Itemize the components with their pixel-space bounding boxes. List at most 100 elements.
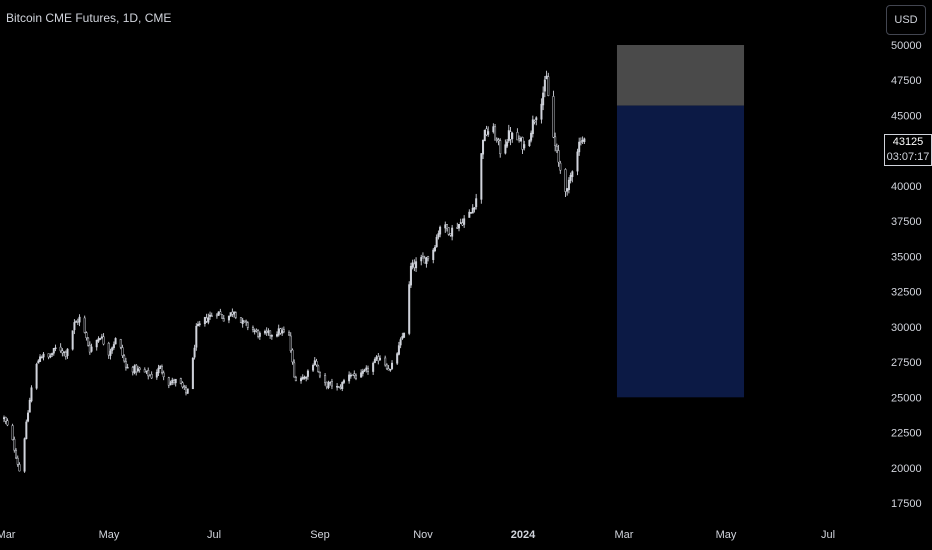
- candle-body: [191, 357, 194, 390]
- candle-body: [258, 332, 261, 337]
- candle-body: [23, 438, 26, 472]
- x-tick-label: May: [716, 529, 737, 541]
- candle-body: [267, 330, 270, 334]
- candle-body: [492, 126, 495, 133]
- candle-body: [78, 316, 81, 323]
- candle-body: [87, 337, 90, 346]
- candle-body: [327, 382, 330, 388]
- candle-body: [251, 327, 254, 330]
- candle-body: [234, 312, 237, 318]
- y-tick-label: 17500: [891, 498, 922, 510]
- candle-body: [131, 367, 134, 373]
- candle-body: [409, 266, 412, 286]
- candle-body: [473, 207, 476, 210]
- candle-body: [519, 137, 522, 142]
- candle-body: [583, 138, 586, 143]
- last-price-value: 43125: [892, 136, 924, 148]
- x-tick-label: Mar: [615, 529, 634, 541]
- candle-body: [427, 256, 430, 260]
- candle-body: [171, 379, 174, 384]
- x-tick-label: Nov: [413, 529, 433, 541]
- x-tick-label: Jul: [821, 529, 835, 541]
- candle-body: [433, 247, 436, 252]
- candle-body: [83, 317, 86, 333]
- candle-body: [205, 317, 208, 322]
- candle-body: [447, 227, 450, 235]
- candle-body: [281, 330, 284, 334]
- candle-body: [385, 364, 388, 369]
- candle-body: [361, 371, 364, 374]
- candle-body: [397, 345, 400, 355]
- candle-body: [528, 140, 531, 147]
- candle-body: [318, 371, 321, 377]
- candle-body: [11, 425, 14, 440]
- y-tick-label: 25000: [891, 392, 922, 404]
- candle-body: [495, 138, 498, 141]
- candle-body: [341, 382, 344, 390]
- candle-body: [95, 339, 98, 348]
- y-tick-label: 20000: [891, 463, 922, 475]
- candle-body: [255, 329, 258, 332]
- candle-body: [209, 314, 212, 317]
- currency-button[interactable]: USD: [886, 5, 926, 35]
- candle-body: [403, 332, 406, 338]
- candle-body: [253, 330, 256, 333]
- candle-body: [85, 332, 88, 339]
- candle-body: [193, 347, 196, 358]
- candle-body: [485, 128, 488, 136]
- candle-body: [325, 381, 328, 388]
- candle-body: [317, 365, 320, 372]
- candle-body: [306, 370, 309, 377]
- candle-body: [233, 311, 236, 315]
- candle-body: [288, 332, 291, 336]
- candle-body: [312, 364, 315, 371]
- candle-body: [569, 174, 572, 181]
- candle-body: [276, 334, 279, 337]
- candle-body: [167, 377, 170, 386]
- candle-body: [51, 353, 54, 356]
- candle-body: [174, 378, 177, 384]
- y-tick-label: 30000: [891, 322, 922, 334]
- candle-body: [421, 256, 424, 259]
- candle-body: [329, 381, 332, 384]
- candle-body: [379, 357, 382, 361]
- candle-body: [313, 360, 316, 365]
- candle-body: [246, 322, 249, 328]
- candle-body: [221, 314, 224, 319]
- candle-body: [147, 370, 150, 377]
- candle-body: [222, 318, 225, 322]
- candle-body: [210, 315, 213, 317]
- x-tick-label: Sep: [310, 529, 330, 541]
- candle-body: [354, 374, 357, 379]
- candle-body: [336, 386, 339, 388]
- candle-body: [291, 349, 294, 363]
- candle-body: [54, 347, 57, 350]
- candle-body: [351, 374, 354, 376]
- candle-body: [6, 420, 9, 426]
- y-tick-label: 32500: [891, 287, 922, 299]
- candle-body: [535, 117, 538, 121]
- candle-body: [145, 370, 148, 373]
- candle-body: [35, 364, 38, 389]
- candle-body: [245, 320, 248, 323]
- candle-body: [227, 315, 230, 321]
- candle-body: [61, 350, 64, 354]
- candle-body: [475, 198, 478, 208]
- candle-body: [363, 369, 366, 372]
- candle-body: [360, 372, 363, 378]
- candle-body: [342, 380, 345, 383]
- x-tick-label: Mar: [0, 529, 16, 541]
- candle-body: [516, 132, 519, 141]
- candle-body: [39, 356, 42, 362]
- y-tick-label: 37500: [891, 216, 922, 228]
- candle-body: [521, 137, 524, 150]
- candle-body: [579, 141, 582, 143]
- candle-body: [401, 336, 404, 339]
- candle-body: [300, 378, 303, 382]
- candle-body: [257, 330, 260, 337]
- candle-body: [365, 367, 368, 371]
- candle-body: [497, 139, 500, 142]
- candle-body: [279, 328, 282, 334]
